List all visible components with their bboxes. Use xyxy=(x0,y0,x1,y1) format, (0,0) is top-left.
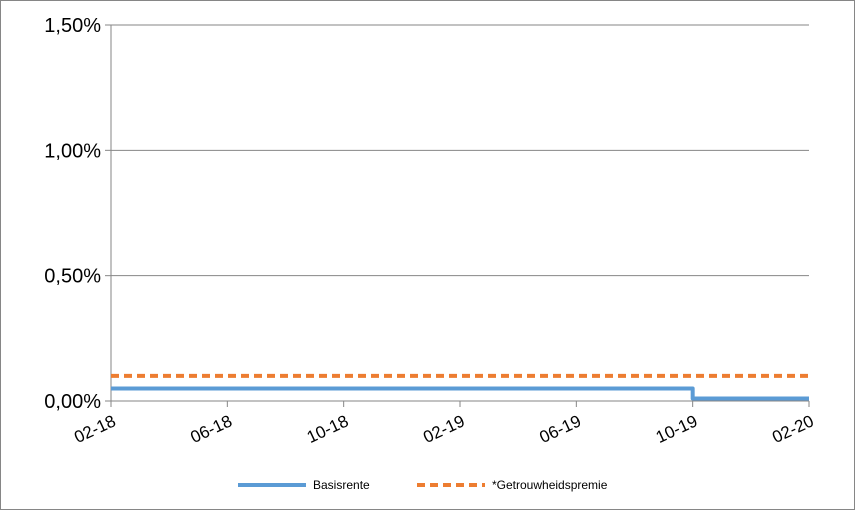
x-tick-labels: 02-18 06-18 10-18 02-19 06-19 10-19 02-20 xyxy=(71,411,816,447)
x-tick-label: 06-19 xyxy=(537,411,584,447)
y-tick-label: 0,50% xyxy=(44,266,101,288)
y-tick-label: 1,50% xyxy=(44,15,101,37)
series-lines xyxy=(111,373,809,401)
legend-label: *Getrouwheidspremie xyxy=(492,478,608,492)
x-tick-label: 10-18 xyxy=(304,411,351,447)
x-tick-label: 02-19 xyxy=(420,411,467,447)
series-line-basisrente xyxy=(111,386,809,401)
x-tick-label: 02-20 xyxy=(769,411,816,447)
y-tick-label: 0,00% xyxy=(44,391,101,413)
x-tick-label: 10-19 xyxy=(653,411,700,447)
axes xyxy=(105,24,810,407)
legend-label: Basisrente xyxy=(313,478,370,492)
y-tick-label: 1,00% xyxy=(44,140,101,162)
legend: Basisrente *Getrouwheidspremie xyxy=(238,478,608,492)
y-tick-labels: 0,00% 0,50% 1,00% 1,50% xyxy=(44,15,101,413)
x-tick-label: 06-18 xyxy=(188,411,235,447)
gridlines xyxy=(111,24,809,277)
x-tick-label: 02-18 xyxy=(71,411,118,447)
